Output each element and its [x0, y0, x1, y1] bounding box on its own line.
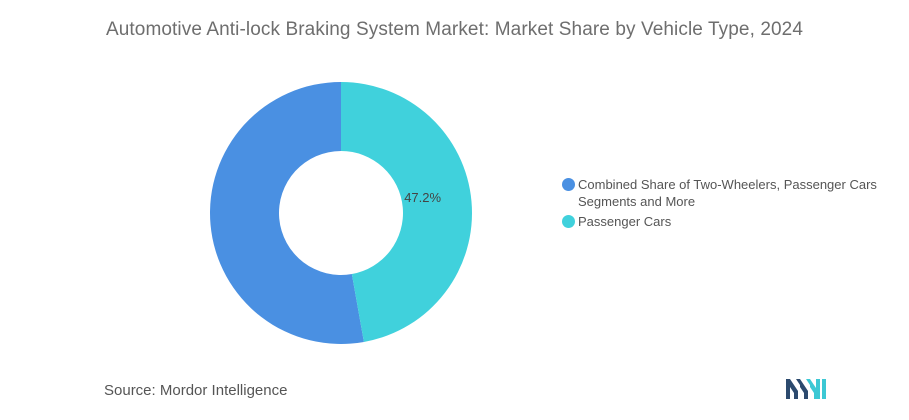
donut-slice[interactable]: [210, 82, 364, 344]
legend-swatch: [562, 215, 575, 228]
donut-slices: [210, 82, 473, 344]
donut-data-label: 47.2%: [404, 190, 441, 205]
source-label: Source:: [104, 382, 156, 399]
source-note: Source: Mordor Intelligence: [104, 382, 287, 399]
donut-data-labels: 47.2%: [404, 190, 441, 205]
legend-item[interactable]: Passenger Cars: [562, 213, 882, 230]
legend-label: Combined Share of Two-Wheelers, Passenge…: [578, 177, 877, 209]
chart-title: Automotive Anti-lock Braking System Mark…: [105, 19, 804, 40]
chart-legend: Combined Share of Two-Wheelers, Passenge…: [562, 176, 882, 233]
legend-swatch: [562, 178, 575, 191]
source-text: Mordor Intelligence: [159, 382, 288, 399]
legend-label: Passenger Cars: [578, 214, 672, 229]
mordor-intelligence-logo: [786, 379, 826, 399]
legend-item[interactable]: Combined Share of Two-Wheelers, Passenge…: [562, 176, 882, 210]
donut-slice[interactable]: [341, 82, 473, 342]
